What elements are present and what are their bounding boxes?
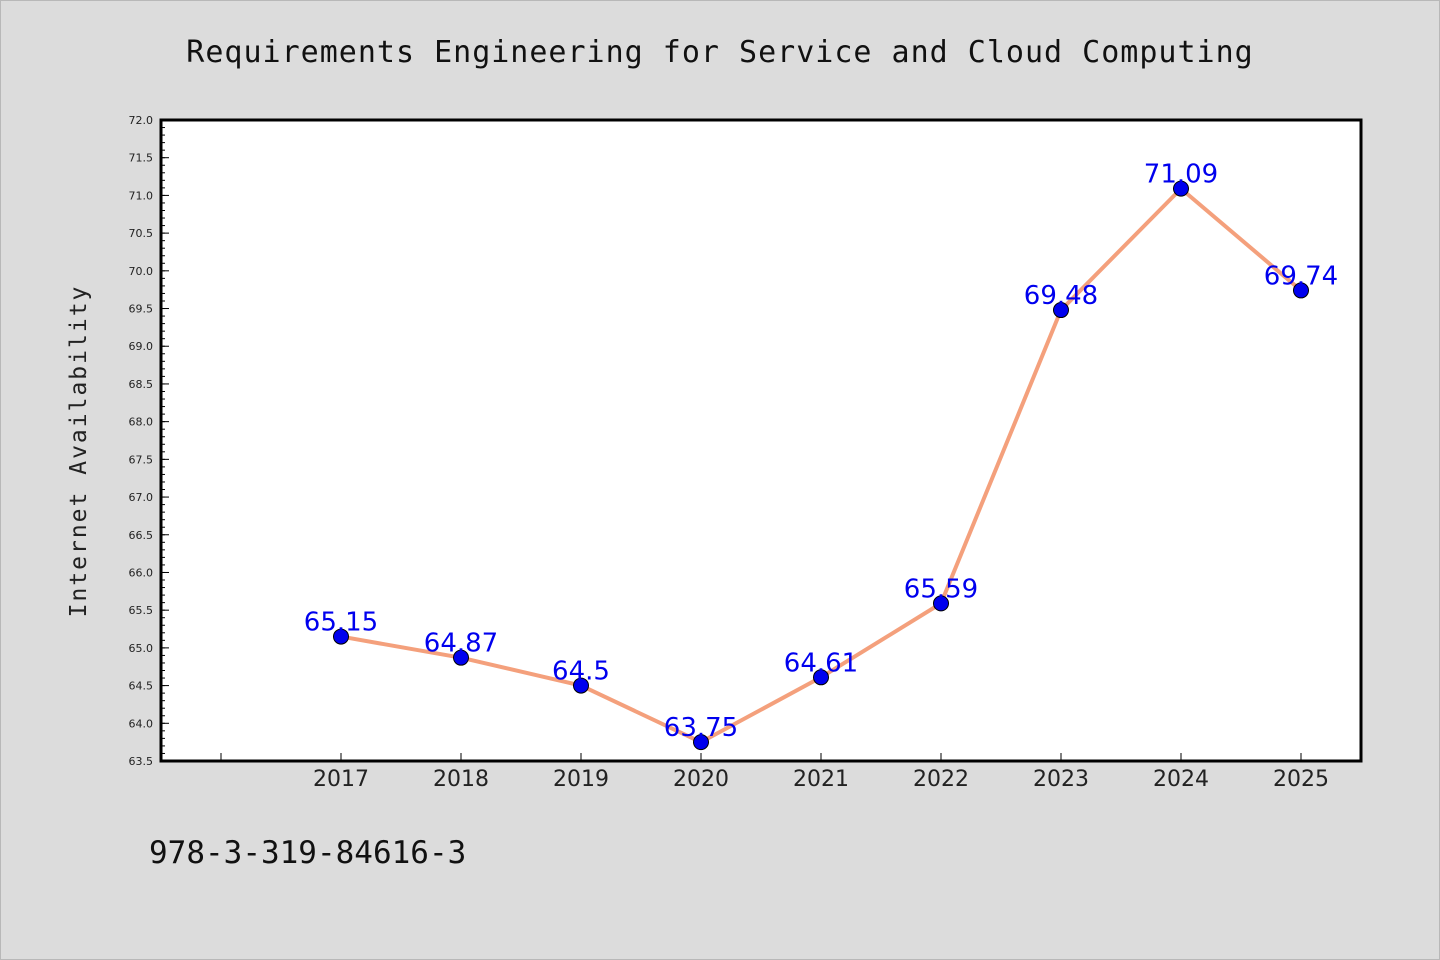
y-tick-label: 65.0 (129, 642, 154, 655)
data-label: 65.59 (904, 574, 978, 604)
x-tick-label: 2020 (673, 767, 729, 792)
data-point (1053, 302, 1069, 319)
y-tick-label: 69.0 (129, 340, 154, 353)
data-label: 71.09 (1144, 160, 1218, 190)
y-tick-label: 71.5 (129, 152, 154, 165)
data-label: 64.5 (552, 657, 610, 687)
y-tick-label: 64.5 (129, 680, 154, 693)
data-point (453, 649, 469, 666)
x-tick-label: 2021 (793, 767, 849, 792)
data-label: 63.75 (664, 713, 738, 743)
data-point (933, 595, 949, 612)
y-tick-label: 63.5 (129, 755, 154, 768)
data-point (813, 669, 829, 686)
data-label: 64.61 (784, 648, 858, 678)
data-label: 64.87 (424, 629, 498, 659)
y-tick-label: 67.0 (129, 491, 154, 504)
data-point (573, 677, 589, 694)
y-tick-label: 67.5 (129, 453, 154, 466)
x-tick-label: 2019 (553, 767, 609, 792)
data-label: 65.15 (304, 608, 378, 638)
y-tick-label: 68.0 (129, 416, 154, 429)
x-tick-label: 2024 (1153, 767, 1209, 792)
y-tick-label: 70.0 (129, 265, 154, 278)
x-tick-label: 2017 (313, 767, 369, 792)
y-tick-label: 66.5 (129, 529, 154, 542)
y-tick-label: 64.0 (129, 717, 154, 730)
x-tick-label: 2023 (1033, 767, 1089, 792)
data-point (1293, 282, 1309, 299)
y-tick-label: 68.5 (129, 378, 154, 391)
plot-frame (159, 118, 1363, 763)
data-label: 69.74 (1264, 261, 1338, 291)
x-tick-label: 2022 (913, 767, 969, 792)
footer-isbn: 978-3-319-84616-3 (149, 835, 467, 871)
y-tick-label: 70.5 (129, 227, 154, 240)
y-tick-label: 71.0 (129, 189, 154, 202)
data-point (333, 628, 349, 645)
y-tick-label: 66.0 (129, 566, 154, 579)
y-tick-label: 72.0 (129, 114, 154, 127)
data-point (1173, 180, 1189, 197)
data-label: 69.48 (1024, 281, 1098, 311)
x-tick-label: 2025 (1273, 767, 1329, 792)
plot-background (161, 120, 1361, 761)
data-point (693, 734, 709, 751)
chart-title: Requirements Engineering for Service and… (186, 35, 1254, 70)
y-tick-label: 69.5 (129, 303, 154, 316)
x-tick-label: 2018 (433, 767, 489, 792)
y-tick-label: 65.5 (129, 604, 154, 617)
